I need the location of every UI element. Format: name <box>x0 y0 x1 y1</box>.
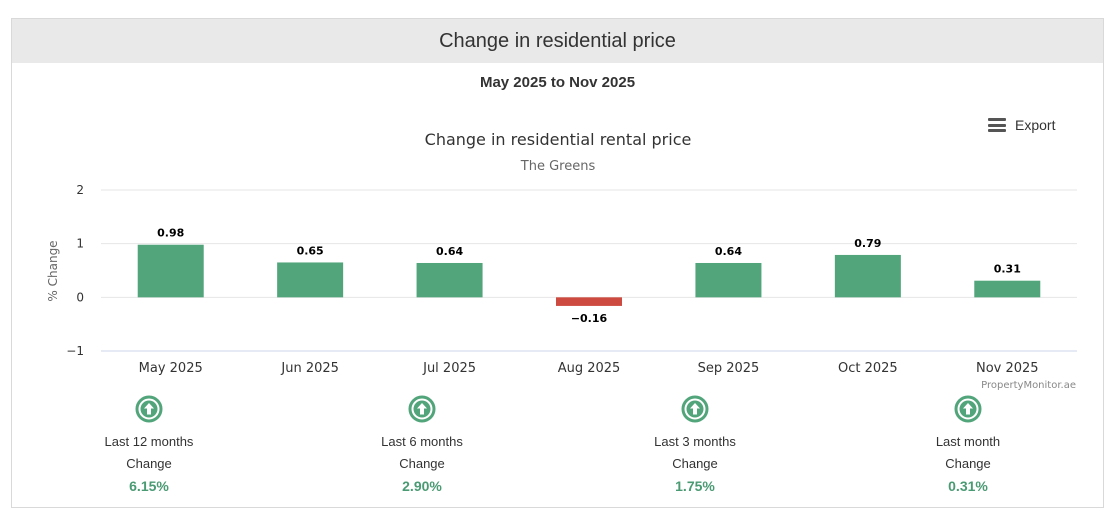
stat-period-label: Last 6 months <box>381 434 463 449</box>
stat-period-label: Last 12 months <box>104 434 194 449</box>
y-tick-label: 0 <box>76 290 84 304</box>
data-label: 0.65 <box>297 244 324 257</box>
x-tick-label: Jun 2025 <box>280 361 339 376</box>
y-tick-label: 2 <box>76 183 84 197</box>
arrow-up-circle-icon <box>408 395 436 423</box>
bar[interactable] <box>556 297 622 306</box>
export-label: Export <box>1015 117 1056 133</box>
x-tick-label: Sep 2025 <box>698 361 760 376</box>
grid-lines <box>101 189 1077 352</box>
data-label: −0.16 <box>571 312 608 325</box>
chart-subtitle: The Greens <box>520 159 596 174</box>
stat-last-3-months: Last 3 months Change 1.75% <box>595 395 795 497</box>
bars <box>137 244 1041 306</box>
bar[interactable] <box>834 254 901 298</box>
stat-value: 0.31% <box>948 478 988 494</box>
x-tick-label: Nov 2025 <box>976 361 1039 376</box>
y-tick-label: −1 <box>66 344 84 358</box>
bar[interactable] <box>695 262 762 298</box>
stat-change-label: Change <box>126 456 172 471</box>
stat-change-label: Change <box>672 456 718 471</box>
chart-title: Change in residential rental price <box>425 130 692 149</box>
y-axis-label: % Change <box>46 240 60 301</box>
stat-value: 1.75% <box>675 478 715 494</box>
bar[interactable] <box>277 262 344 298</box>
arrow-up-circle-icon <box>954 395 982 423</box>
date-range: May 2025 to Nov 2025 <box>479 74 636 91</box>
x-tick-label: Oct 2025 <box>838 361 898 376</box>
stat-change-label: Change <box>399 456 445 471</box>
data-labels: 0.98 0.65 0.64 −0.16 0.64 0.79 0.31 <box>157 227 1021 325</box>
card-title: Change in residential price <box>439 29 676 52</box>
x-tick-label: Jul 2025 <box>422 361 476 376</box>
data-label: 0.79 <box>854 237 881 250</box>
card-header: Change in residential price <box>12 19 1103 63</box>
x-tick-label: Aug 2025 <box>558 361 621 376</box>
menu-icon <box>988 118 1006 132</box>
stat-value: 6.15% <box>129 478 169 494</box>
stat-period-label: Last 3 months <box>654 434 736 449</box>
arrow-up-circle-icon <box>681 395 709 423</box>
bar[interactable] <box>137 244 204 298</box>
stat-change-label: Change <box>945 456 991 471</box>
stat-value: 2.90% <box>402 478 442 494</box>
stat-last-12-months: Last 12 months Change 6.15% <box>49 395 249 497</box>
stat-period-label: Last month <box>935 434 1001 449</box>
stat-last-6-months: Last 6 months Change 2.90% <box>322 395 522 497</box>
x-tick-label: May 2025 <box>139 361 203 376</box>
bar[interactable] <box>416 262 483 298</box>
bar[interactable] <box>974 280 1041 298</box>
y-axis-ticks: 2 1 0 −1 <box>66 183 84 358</box>
data-label: 0.31 <box>994 263 1021 276</box>
data-label: 0.64 <box>436 245 463 258</box>
credit-text[interactable]: PropertyMonitor.ae <box>981 380 1076 391</box>
stat-last-month: Last month Change 0.31% <box>868 395 1068 497</box>
x-axis-ticks: May 2025 Jun 2025 Jul 2025 Aug 2025 Sep 2025… <box>139 361 1039 376</box>
price-change-card: Change in residential price May 2025 to … <box>11 18 1104 508</box>
data-label: 0.98 <box>157 227 184 240</box>
export-button[interactable]: Export <box>988 117 1055 133</box>
y-tick-label: 1 <box>76 237 84 251</box>
data-label: 0.64 <box>715 245 742 258</box>
arrow-up-circle-icon <box>135 395 163 423</box>
